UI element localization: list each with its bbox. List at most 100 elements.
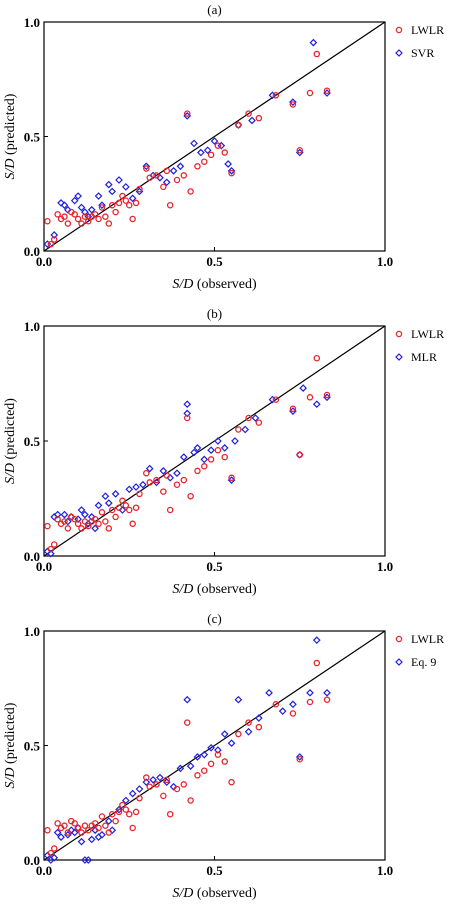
data-point-circle <box>313 354 321 362</box>
data-point-circle <box>64 829 72 836</box>
y-axis-label-italic: S/D <box>3 767 18 788</box>
legend-entry: SVR <box>411 46 434 60</box>
data-point-circle <box>160 183 167 191</box>
data-point-diamond <box>156 173 164 182</box>
series-diamond <box>43 384 331 558</box>
data-point-circle <box>289 710 297 717</box>
data-point-circle <box>272 92 280 99</box>
data-point-circle <box>119 497 126 505</box>
data-point-circle <box>126 810 133 818</box>
data-point-diamond <box>67 826 76 835</box>
data-point-diamond <box>81 510 89 519</box>
data-point-diamond <box>248 116 256 125</box>
data-point-circle <box>85 826 92 834</box>
legend-entry: LWLR <box>411 23 444 37</box>
data-point-circle <box>71 515 78 523</box>
data-point-circle <box>136 185 143 193</box>
data-point-circle <box>102 213 109 220</box>
data-point-diamond <box>104 180 113 189</box>
data-point-circle <box>91 515 99 523</box>
data-point-circle <box>44 217 51 225</box>
y-axis-label-italic: S/D <box>3 463 18 484</box>
data-point-circle <box>160 488 167 495</box>
x-tick-label: 0.0 <box>36 863 52 878</box>
data-point-circle <box>235 426 242 433</box>
data-point-diamond <box>145 464 154 473</box>
data-point-circle <box>194 163 201 170</box>
data-point-circle <box>160 792 167 800</box>
y-tick-label: 0.0 <box>24 244 40 259</box>
panel-label: (c) <box>207 611 221 626</box>
data-point-diamond <box>115 176 123 184</box>
data-point-circle <box>108 506 116 514</box>
x-tick-label: 0.5 <box>206 863 223 878</box>
data-point-diamond <box>200 750 209 759</box>
data-point-diamond <box>295 753 304 761</box>
data-point-circle <box>95 215 102 223</box>
data-point-circle <box>98 204 106 211</box>
data-point-diamond <box>94 501 103 510</box>
legend-entry: MLR <box>411 350 437 364</box>
reference-line-1to1 <box>43 630 386 861</box>
y-axis-label-rest: (predicted) <box>3 398 18 463</box>
data-point-diamond <box>289 700 297 709</box>
data-point-circle <box>129 520 136 528</box>
data-point-diamond <box>268 91 277 100</box>
legend-entry: LWLR <box>411 327 444 341</box>
data-point-diamond <box>91 524 99 533</box>
data-point-diamond <box>64 205 72 214</box>
data-point-diamond <box>74 515 82 524</box>
data-point-circle <box>201 158 208 165</box>
x-tick-label: 0.0 <box>36 559 52 574</box>
data-point-diamond <box>70 196 79 205</box>
x-axis-label-rest: (observed) <box>193 886 257 901</box>
data-point-diamond <box>265 688 273 697</box>
panel-label: (b) <box>207 306 222 321</box>
data-point-diamond <box>77 837 86 846</box>
data-point-diamond <box>64 517 72 526</box>
data-point-diamond <box>183 695 192 704</box>
data-point-circle <box>163 472 171 479</box>
data-point-circle <box>180 476 188 484</box>
y-axis-label-rest: (predicted) <box>3 702 18 767</box>
y-tick-label: 1.0 <box>24 624 40 639</box>
data-point-diamond <box>104 817 113 825</box>
data-point-circle <box>126 506 133 514</box>
data-point-diamond <box>231 437 239 445</box>
data-point-diamond <box>108 187 117 196</box>
data-point-diamond <box>43 547 52 556</box>
y-axis-label: S/D (predicted) <box>3 93 18 179</box>
data-point-circle <box>74 520 82 528</box>
data-point-circle <box>180 172 188 179</box>
data-point-circle <box>313 659 321 667</box>
chart-panel-1: (b)0.0 0.5 1.00.00.51.0S/D (observed)S/D (… <box>3 306 444 597</box>
data-point-circle <box>112 513 119 521</box>
data-point-circle <box>61 213 68 220</box>
data-point-circle <box>119 192 126 200</box>
data-point-circle <box>61 822 68 829</box>
data-point-diamond <box>234 695 243 704</box>
data-point-circle <box>221 758 228 765</box>
data-point-circle <box>313 50 321 58</box>
data-point-circle <box>112 208 119 216</box>
data-point-circle <box>221 149 228 156</box>
data-point-diamond <box>149 776 157 784</box>
x-tick-label: 0.5 <box>206 254 223 269</box>
data-point-circle <box>187 188 194 195</box>
x-tick-label: 1.0 <box>377 863 393 878</box>
data-point-circle <box>166 810 174 818</box>
data-point-diamond <box>217 141 226 150</box>
data-point-circle <box>235 121 242 129</box>
y-tick-label: 1.0 <box>24 319 40 334</box>
data-point-circle <box>81 518 89 525</box>
y-axis-label-italic: S/D <box>3 158 18 179</box>
data-point-circle <box>187 492 194 500</box>
data-point-diamond <box>104 499 113 507</box>
data-point-circle <box>272 701 280 708</box>
data-point-diamond <box>50 853 59 862</box>
data-point-diamond <box>77 506 86 514</box>
data-point-diamond <box>128 194 137 203</box>
data-point-circle <box>201 767 208 774</box>
series-diamond <box>43 38 331 248</box>
data-point-diamond <box>169 167 178 175</box>
